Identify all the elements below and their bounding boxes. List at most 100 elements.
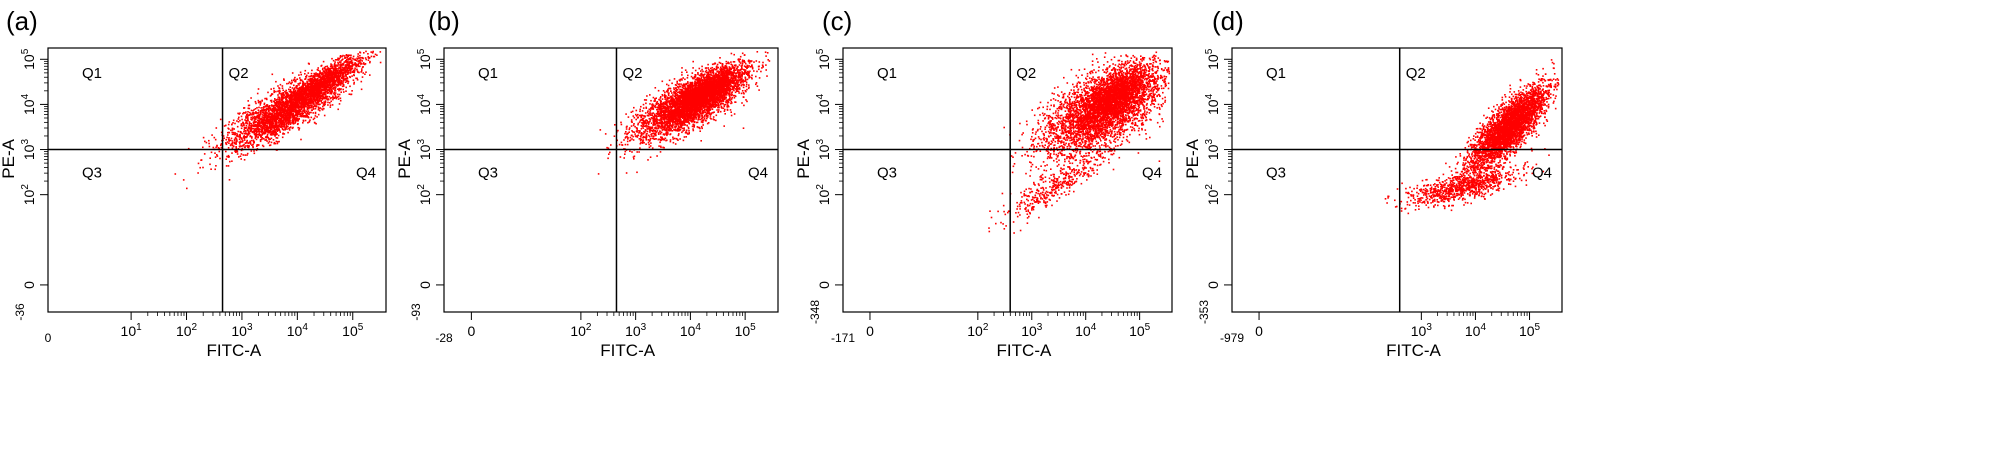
data-point (291, 97, 293, 99)
data-point (290, 112, 293, 115)
data-point (331, 90, 333, 93)
data-point (308, 99, 311, 102)
data-point (245, 111, 247, 113)
data-point (339, 69, 342, 72)
data-point (236, 120, 238, 122)
data-point (281, 128, 284, 131)
data-point (347, 82, 349, 85)
data-point (263, 129, 266, 132)
data-point (246, 141, 248, 143)
data-point (242, 154, 245, 156)
data-point (282, 129, 285, 131)
data-point (341, 73, 344, 76)
data-point (238, 138, 241, 140)
data-point (321, 109, 324, 111)
data-point (315, 122, 317, 125)
data-point (280, 106, 282, 108)
data-point (264, 122, 266, 125)
data-point (291, 127, 294, 130)
data-point (294, 98, 296, 101)
data-point (300, 108, 302, 111)
data-point (335, 74, 338, 77)
data-point (287, 112, 290, 114)
data-point (280, 94, 283, 96)
data-point (227, 123, 230, 126)
data-point (338, 87, 341, 90)
data-point (317, 69, 320, 72)
data-point (235, 138, 238, 140)
data-point (220, 146, 223, 149)
data-point (218, 147, 220, 150)
data-point (331, 66, 334, 69)
data-point (289, 86, 291, 88)
data-point (251, 144, 253, 146)
data-point (231, 147, 234, 149)
data-point (288, 97, 291, 100)
data-point (308, 93, 310, 95)
data-point (281, 125, 284, 128)
data-point (296, 116, 299, 118)
data-point (202, 146, 204, 149)
data-point (338, 76, 340, 79)
data-point (325, 78, 328, 80)
data-point (342, 85, 345, 87)
data-point (342, 77, 344, 80)
data-point (273, 133, 275, 136)
data-point (625, 113, 627, 115)
data-point (324, 103, 326, 106)
data-point (275, 103, 277, 106)
data-point (309, 100, 312, 103)
data-point (339, 81, 342, 83)
data-point (326, 76, 328, 79)
data-point (360, 71, 362, 73)
data-point (322, 72, 324, 75)
data-point (262, 125, 264, 128)
data-point (282, 93, 285, 96)
data-point (316, 95, 318, 98)
data-point (281, 87, 284, 89)
data-point (323, 114, 326, 117)
data-point (260, 135, 262, 137)
data-point (305, 104, 307, 106)
data-point (347, 70, 349, 72)
data-point (300, 95, 302, 98)
data-point (306, 96, 308, 99)
data-point (685, 129, 688, 132)
data-point (220, 144, 222, 147)
data-point (182, 179, 185, 181)
data-point (320, 90, 323, 93)
data-point (734, 88, 737, 90)
data-point (337, 78, 339, 80)
data-point (290, 99, 292, 102)
data-point (258, 114, 260, 116)
data-point (262, 127, 264, 130)
data-point (279, 90, 281, 92)
data-point (306, 111, 309, 114)
data-point (691, 72, 694, 74)
data-point (307, 62, 310, 65)
data-point (354, 62, 356, 64)
data-point (263, 124, 265, 127)
data-point (285, 116, 287, 118)
data-point (245, 145, 247, 147)
data-point (311, 83, 313, 86)
data-point (233, 141, 236, 143)
data-point (282, 132, 284, 135)
x-min-label: 0 (45, 331, 52, 345)
data-point (314, 89, 316, 92)
data-point (288, 106, 290, 108)
data-point (723, 125, 725, 127)
data-point (317, 79, 320, 82)
data-point (356, 70, 359, 73)
data-point (236, 125, 239, 128)
data-point (218, 150, 221, 153)
data-point (342, 63, 345, 66)
data-point (270, 137, 273, 140)
data-point (254, 133, 257, 136)
data-point (333, 64, 336, 66)
data-point (289, 106, 291, 109)
data-point (258, 133, 260, 136)
data-point (296, 96, 298, 99)
data-point (287, 82, 290, 85)
data-point (245, 117, 247, 119)
